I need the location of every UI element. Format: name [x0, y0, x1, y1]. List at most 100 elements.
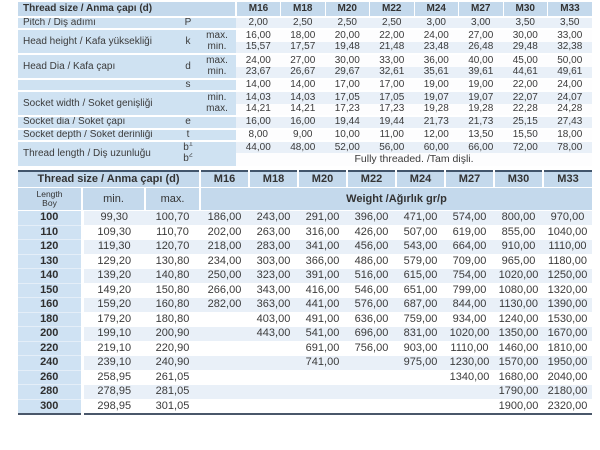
value-cell: 60,00	[414, 139, 459, 154]
value-cell: 14,21	[236, 103, 281, 117]
value-cell: 8,00	[236, 127, 281, 141]
head-dia-symbol: d	[178, 53, 198, 79]
size-header-m33: M33	[547, 2, 593, 17]
value-cell: 24,00	[414, 28, 459, 42]
value-cell: 14,21	[280, 103, 326, 117]
max-sublabel: max.	[198, 53, 237, 67]
weight-cell-m18	[249, 370, 298, 385]
size-header-m16: M16	[235, 2, 281, 17]
row-head-height-max: Head height / Kafa yüksekliği k max. 16,…	[18, 28, 593, 55]
weight-cell-m30: 800,00	[494, 210, 543, 226]
min-column-header: min.	[81, 187, 145, 211]
value-cell: 27,00	[280, 53, 326, 67]
weight-cell-m18: 363,00	[249, 297, 298, 313]
max-cell: 140,80	[145, 268, 200, 284]
row-socket-depth: Socket depth / Soket derinliği t 8,00 9,…	[18, 127, 593, 141]
weight-cell-m27: 709,00	[445, 254, 494, 269]
min-cell: 149,20	[82, 283, 145, 298]
socket-depth-sub	[198, 127, 237, 141]
weight-row-110: 110 109,30 110,70 202,00 263,00 316,00 426,00 5…	[18, 225, 592, 241]
min-cell: 109,30	[82, 225, 145, 240]
weight-cell-m24: 471,00	[396, 210, 445, 226]
weight-cell-m22: 486,00	[347, 254, 396, 269]
weight-row-280: 280 278,95 281,05 1790,00 2180,00	[18, 384, 592, 400]
value-cell: 19,00	[414, 77, 459, 92]
weight-cell-m20: 291,00	[298, 210, 347, 226]
weight-cell-m24: 903,00	[396, 341, 445, 356]
weight-cell-m33: 1950,00	[543, 355, 592, 371]
value-cell: 19,44	[325, 115, 370, 129]
weight-cell-m27	[445, 399, 494, 414]
weight-cell-m16	[200, 370, 249, 385]
length-cell: 110	[18, 225, 84, 241]
weight-cell-m16	[200, 355, 249, 371]
size-header-m24: M24	[395, 170, 445, 188]
min-sublabel: min.	[198, 41, 237, 55]
weight-cell-m30: 1130,00	[494, 297, 543, 313]
length-cell: 300	[18, 399, 84, 415]
fully-threaded-note: Fully threaded. /Tam dişli.	[236, 153, 593, 166]
value-cell: 16,00	[236, 115, 281, 129]
value-cell: 18,00	[547, 127, 593, 141]
min-cell: 129,20	[82, 254, 145, 269]
weight-cell-m18: 283,00	[249, 239, 298, 255]
weight-row-150: 150 149,20 150,80 266,00 343,00 416,00 546,00 6…	[18, 283, 592, 299]
weight-cell-m33: 2040,00	[543, 370, 592, 385]
s-label-empty	[18, 77, 178, 92]
weight-cell-m18: 323,00	[249, 268, 298, 284]
value-cell: 3,50	[503, 15, 548, 30]
weight-cell-m16	[200, 341, 249, 356]
size-header-m27: M27	[458, 2, 504, 17]
value-cell: 72,00	[503, 139, 548, 154]
weight-cell-m27: 664,00	[445, 239, 494, 255]
row-s: s 14,00 14,00 17,00 17,00 19,00 19,00 22…	[18, 77, 593, 92]
weight-cell-m30: 1240,00	[494, 312, 543, 327]
weight-cell-m18	[249, 355, 298, 371]
value-cell: 45,00	[503, 53, 548, 67]
value-cell: 14,03	[236, 90, 281, 104]
weight-cell-m18: 303,00	[249, 254, 298, 269]
weight-cell-m30: 1900,00	[494, 399, 543, 414]
weight-column-header: Weight /Ağırlık gr/p	[199, 187, 592, 211]
weight-cell-m20	[298, 399, 347, 414]
max-cell: 200,90	[145, 326, 200, 342]
weight-cell-m16: 266,00	[200, 283, 249, 298]
value-cell: 9,00	[280, 127, 326, 141]
weight-cell-m33: 1530,00	[543, 312, 592, 327]
value-cell: 11,00	[369, 127, 415, 141]
value-cell: 33,00	[369, 53, 415, 67]
max-cell: 180,80	[145, 312, 200, 327]
weight-cell-m16	[200, 399, 249, 414]
min-cell: 139,20	[82, 268, 145, 284]
weight-row-260: 260 258,95 261,05 1340,00 1680,00 2040,00	[18, 370, 592, 386]
weight-cell-m30: 1680,00	[494, 370, 543, 385]
value-cell: 3,50	[547, 15, 593, 30]
weight-cell-m33: 1390,00	[543, 297, 592, 313]
length-cell: 240	[18, 355, 84, 371]
weight-cell-m22: 426,00	[347, 225, 396, 240]
value-cell: 44,00	[236, 139, 281, 154]
size-header-m30: M30	[502, 2, 548, 17]
length-cell: 120	[18, 239, 84, 255]
value-cell: 32,38	[547, 41, 593, 55]
weight-cell-m18: 343,00	[249, 283, 298, 298]
value-cell: 15,50	[503, 127, 548, 141]
value-cell: 20,00	[325, 28, 370, 42]
weight-cell-m30: 1080,00	[494, 283, 543, 298]
weight-cell-m24: 615,00	[396, 268, 445, 284]
weight-cell-m16	[200, 384, 249, 400]
length-cell: 160	[18, 297, 84, 313]
value-cell: 39,61	[458, 66, 504, 79]
s-symbol: s	[178, 77, 198, 92]
weight-cell-m24: 579,00	[396, 254, 445, 269]
weight-cell-m16: 202,00	[200, 225, 249, 240]
value-cell: 49,61	[547, 66, 593, 79]
socket-depth-label: Socket depth / Soket derinliği	[18, 127, 178, 141]
value-cell: 16,00	[236, 28, 281, 42]
value-cell: 40,00	[458, 53, 504, 67]
weight-cell-m30: 855,00	[494, 225, 543, 240]
length-cell: 150	[18, 283, 84, 299]
max-column-header: max.	[144, 187, 200, 211]
value-cell: 21,73	[414, 115, 459, 129]
weight-cell-m33: 1250,00	[543, 268, 592, 284]
